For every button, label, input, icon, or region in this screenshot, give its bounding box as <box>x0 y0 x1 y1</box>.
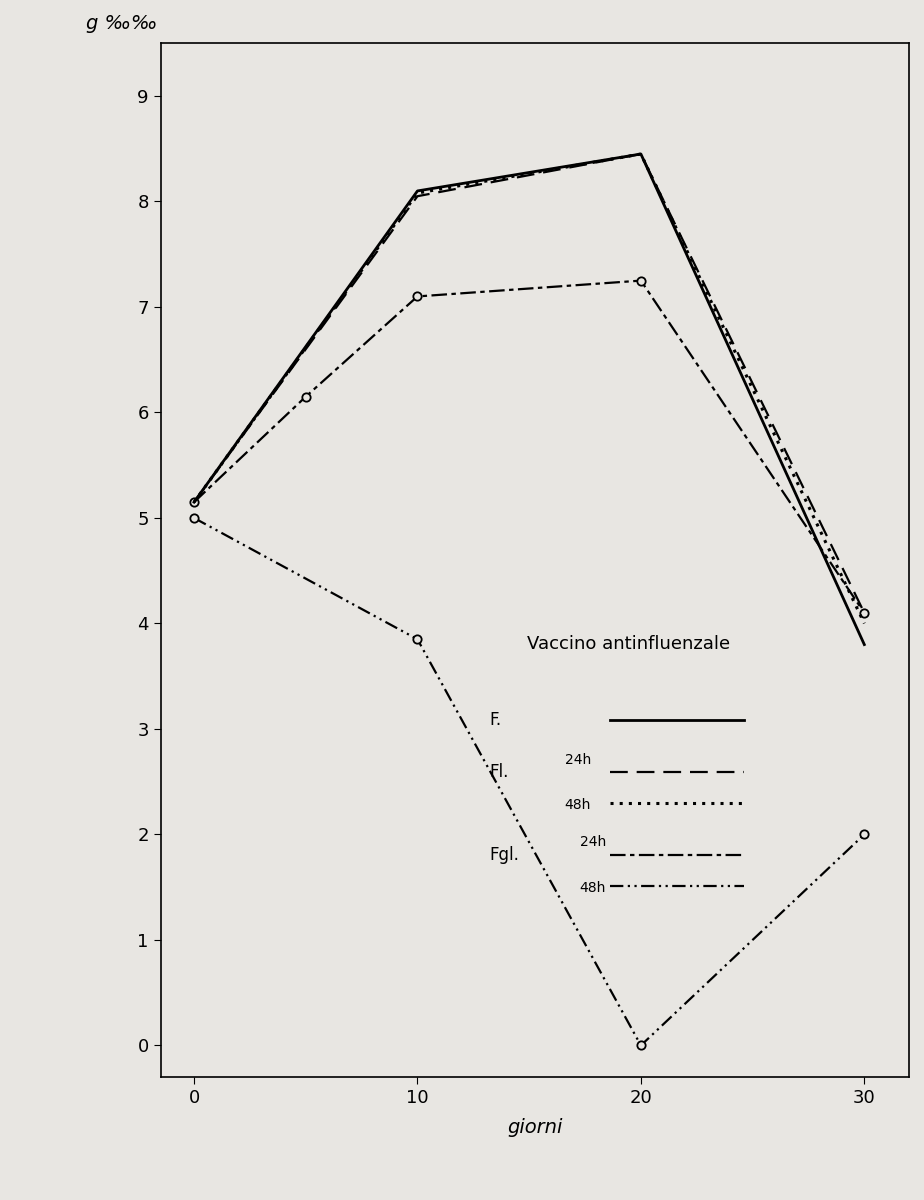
Text: Vaccino antinfluenzale: Vaccino antinfluenzale <box>528 635 730 653</box>
Text: 24h: 24h <box>579 835 606 850</box>
Text: 48h: 48h <box>565 798 591 812</box>
Text: Fgl.: Fgl. <box>490 846 519 864</box>
Point <box>206 1002 217 1016</box>
Point <box>206 1015 217 1030</box>
Text: Fl.: Fl. <box>490 763 509 781</box>
Point <box>206 1019 217 1033</box>
Text: 24h: 24h <box>565 752 591 767</box>
Text: 48h: 48h <box>579 881 606 895</box>
X-axis label: giorni: giorni <box>507 1118 563 1138</box>
Point <box>206 1010 217 1025</box>
Point <box>202 1015 213 1030</box>
Text: g ‰‰: g ‰‰ <box>86 14 157 32</box>
Point <box>202 1007 213 1021</box>
Point <box>202 1010 213 1025</box>
Point <box>202 1002 213 1016</box>
Point <box>206 1007 217 1021</box>
Text: F.: F. <box>490 712 502 730</box>
Point <box>202 1019 213 1033</box>
